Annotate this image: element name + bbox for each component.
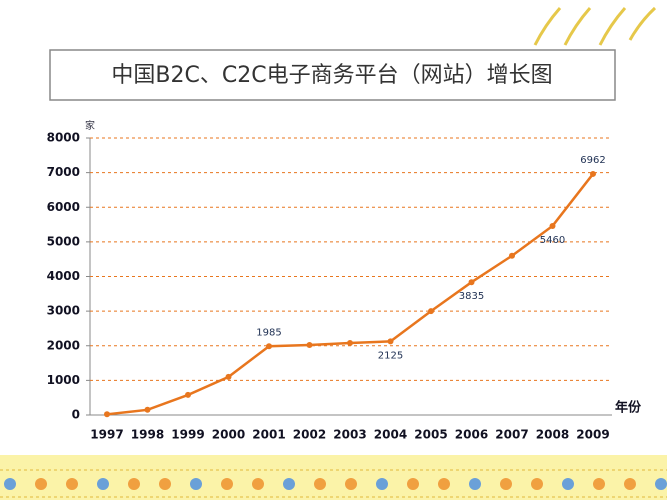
footer-icon (190, 478, 202, 490)
footer-icon (159, 478, 171, 490)
footer-icon (624, 478, 636, 490)
footer-icon (97, 478, 109, 490)
x-tick-label: 2009 (576, 428, 609, 442)
x-tick-label: 1999 (171, 428, 204, 442)
data-label: 3835 (459, 291, 484, 302)
y-tick-label: 7000 (47, 165, 80, 179)
data-point (306, 342, 313, 349)
y-tick-label: 6000 (47, 200, 80, 214)
footer-icon (655, 478, 667, 490)
footer-icon (345, 478, 357, 490)
x-tick-label: 1998 (131, 428, 164, 442)
x-tick-label: 2006 (455, 428, 488, 442)
data-label: 1985 (256, 327, 281, 338)
data-label: 2125 (378, 350, 403, 361)
y-tick-label: 3000 (47, 304, 80, 318)
data-point (387, 338, 394, 345)
data-point (428, 308, 434, 315)
data-point (590, 170, 596, 177)
footer-icon (283, 478, 295, 490)
footer-icon (469, 478, 481, 490)
y-tick-label: 5000 (47, 234, 80, 248)
footer-icon (562, 478, 574, 490)
data-label: 5460 (540, 235, 565, 246)
y-tick-label: 0 (72, 408, 80, 422)
y-tick-label: 4000 (47, 269, 80, 283)
x-tick-label: 2001 (252, 428, 285, 442)
x-axis-label: 年份 (615, 400, 642, 416)
footer-strip (0, 455, 667, 500)
data-point (549, 222, 556, 229)
x-tick-label: 2005 (414, 428, 447, 442)
y-axis-label: 家 (85, 119, 95, 132)
data-point (104, 411, 110, 418)
y-tick-label: 8000 (47, 131, 80, 145)
chart-title: 中国B2C、C2C电子商务平台（网站）增长图 (111, 63, 552, 88)
x-tick-label: 2007 (495, 428, 528, 442)
y-tick-label: 2000 (47, 338, 80, 352)
data-point (468, 279, 475, 286)
data-point (266, 343, 272, 350)
data-point (185, 391, 191, 398)
footer-icon (407, 478, 419, 490)
footer-icon (252, 478, 264, 490)
footer-icon (376, 478, 388, 490)
data-line (106, 173, 594, 416)
footer-icon (66, 478, 78, 490)
data-point (225, 373, 232, 380)
footer-icon (438, 478, 450, 490)
data-point (509, 252, 515, 259)
x-tick-label: 1997 (90, 428, 123, 442)
data-label: 6962 (580, 155, 605, 166)
x-tick-label: 2000 (212, 428, 245, 442)
footer-icon (35, 478, 47, 490)
x-tick-label: 2003 (333, 428, 366, 442)
footer-icon (221, 478, 233, 490)
x-tick-label: 2004 (374, 428, 407, 442)
footer-icon (593, 478, 605, 490)
data-point (347, 339, 353, 346)
footer-icon (128, 478, 140, 490)
footer-icon (531, 478, 543, 490)
decoration (533, 6, 657, 46)
footer-icon (4, 478, 16, 490)
data-point (144, 406, 151, 413)
footer-icon (500, 478, 512, 490)
footer-icon (314, 478, 326, 490)
x-tick-label: 2008 (536, 428, 569, 442)
title-box (49, 49, 616, 101)
y-tick-label: 1000 (47, 373, 80, 387)
x-tick-label: 2002 (293, 428, 326, 442)
